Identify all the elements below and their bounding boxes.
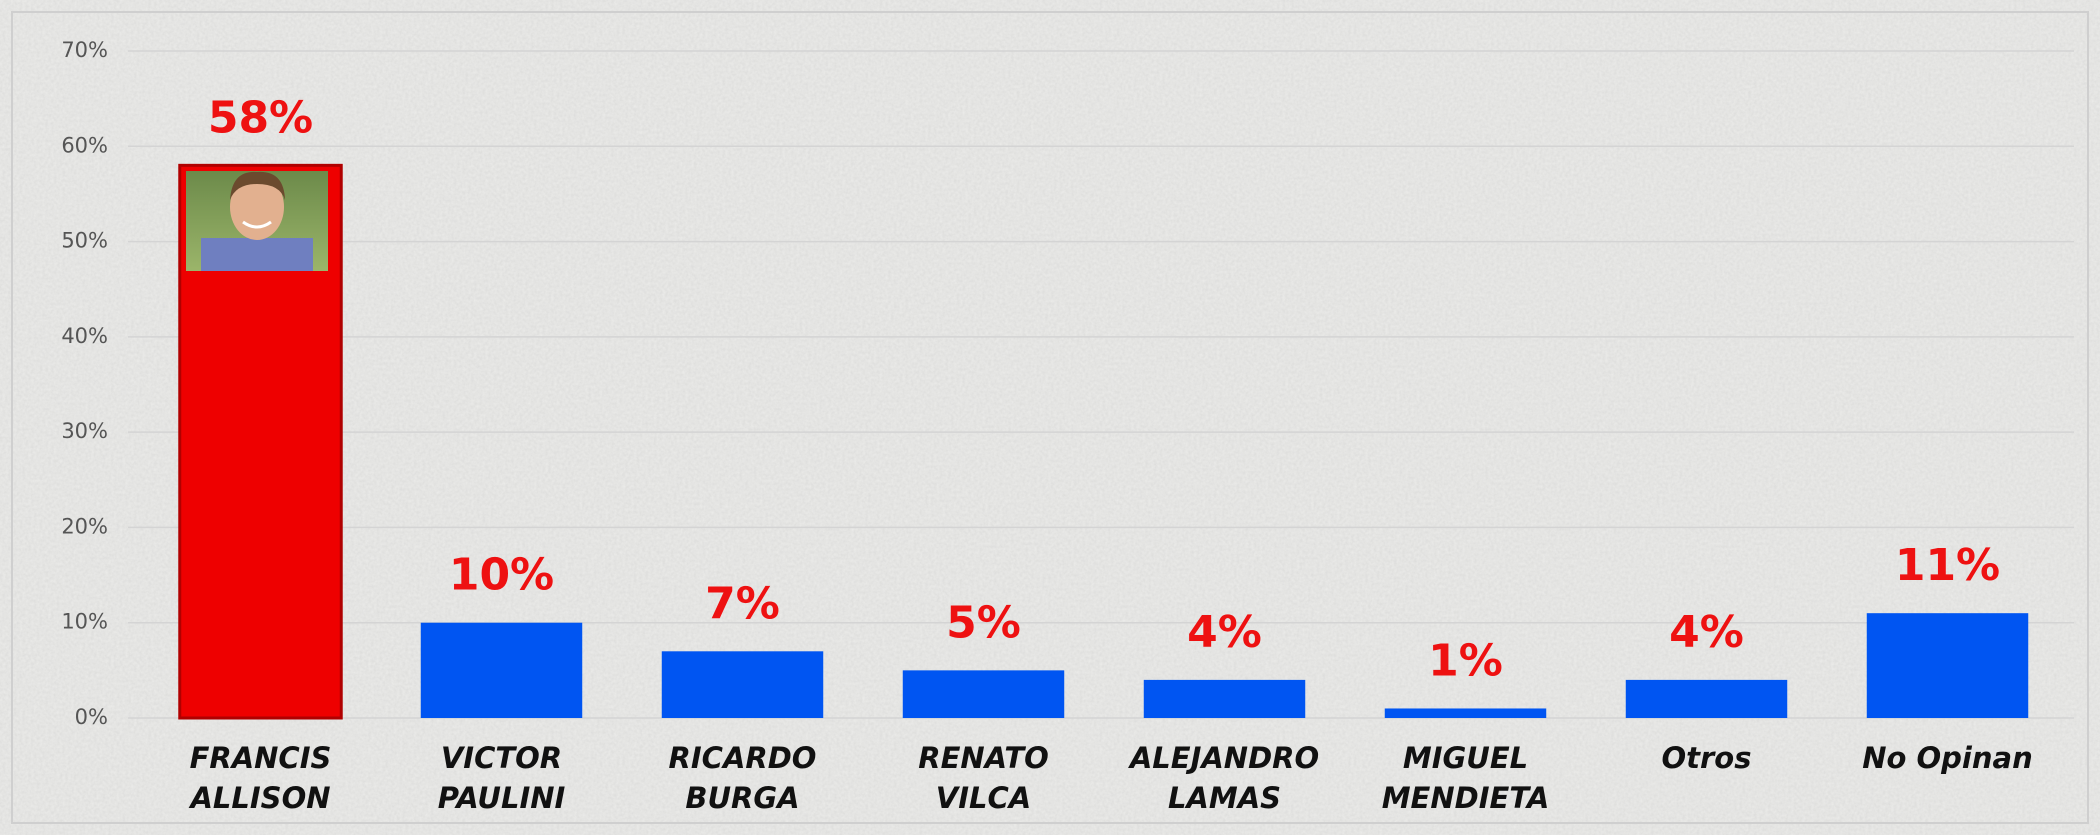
x-tick-label-line: No Opinan [1862,741,2033,775]
x-tick-label-line: PAULINI [438,781,566,815]
x-tick-label: RICARDO BURGA [669,741,817,815]
value-label: 10% [449,550,554,601]
bar [1384,708,1547,718]
y-tick-label: 10% [61,610,108,634]
x-tick-label: ALEJANDRO LAMAS [1128,741,1319,815]
x-tick-label: RENATO VILCA [918,741,1049,815]
value-label: 58% [208,92,313,143]
value-label: 5% [946,597,1021,648]
photo-shirt [201,238,313,271]
bar [1143,679,1306,718]
x-tick-label-line: ALEJANDRO [1128,741,1319,775]
candidate-photo [186,171,328,271]
y-tick-label: 50% [61,229,108,253]
x-tick-label-line: BURGA [685,781,799,815]
value-label: 4% [1187,607,1262,658]
x-tick-label-line: ALLISON [188,781,330,815]
x-tick-label-line: MENDIETA [1382,781,1550,815]
x-tick-label-line: RENATO [918,741,1049,775]
x-tick-label-line: Otros [1661,741,1751,775]
photo-hair [230,171,285,200]
x-tick-label-line: VILCA [936,781,1031,815]
value-label: 4% [1669,607,1744,658]
x-tick-label-line: LAMAS [1168,781,1281,815]
x-tick-label-line: FRANCIS [190,741,332,775]
value-label: 7% [705,578,780,629]
y-tick-label: 60% [61,133,108,157]
x-tick-label-line: RICARDO [669,741,817,775]
bar [1866,613,2029,718]
y-tick-label: 40% [61,324,108,348]
x-tick-label-line: MIGUEL [1403,741,1528,775]
labels: 0% 10% 20% 30% 40% 50% 60% 70% 58% FRANCIS ALLISON… [61,38,2032,815]
y-tick-label: 30% [61,419,108,443]
chart-frame [11,11,2089,824]
y-tick-label: 0% [75,705,108,729]
y-tick-label: 70% [61,38,108,62]
x-tick-label: Otros [1661,741,1751,775]
x-tick-label: VICTOR PAULINI [438,741,566,815]
x-tick-label: No Opinan [1862,741,2033,775]
x-tick-label-line: VICTOR [441,741,562,775]
bar [902,670,1065,718]
x-tick-label: MIGUEL MENDIETA [1382,741,1550,815]
bar [1625,679,1788,718]
bar [661,651,824,718]
bar [420,622,583,718]
y-tick-label: 20% [61,514,108,538]
photo-smile [242,220,272,229]
value-label: 1% [1428,635,1503,686]
value-label: 11% [1895,540,2000,591]
x-tick-label: FRANCIS ALLISON [188,741,331,815]
